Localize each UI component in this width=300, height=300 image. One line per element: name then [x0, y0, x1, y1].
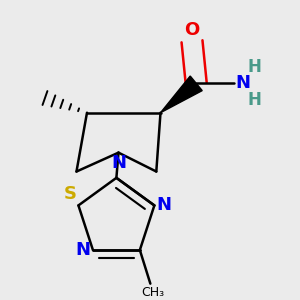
Text: N: N: [111, 154, 126, 172]
Text: O: O: [184, 21, 200, 39]
Polygon shape: [160, 76, 202, 113]
Text: H: H: [248, 91, 262, 109]
Text: N: N: [156, 196, 171, 214]
Text: S: S: [63, 185, 76, 203]
Text: H: H: [248, 58, 262, 76]
Text: N: N: [76, 241, 91, 259]
Text: CH₃: CH₃: [141, 286, 164, 299]
Text: N: N: [235, 74, 250, 92]
